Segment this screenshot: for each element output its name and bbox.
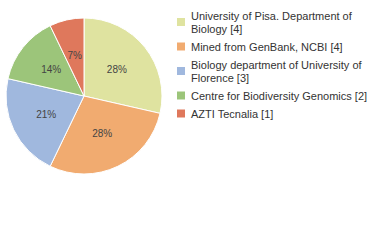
- svg-text:Mined from GenBank, NCBI [4]: Mined from GenBank, NCBI [4]: [191, 41, 343, 53]
- svg-text:Florence [3]: Florence [3]: [191, 72, 249, 84]
- svg-text:Biology department of Universi: Biology department of University of: [191, 59, 365, 71]
- svg-text:28%: 28%: [92, 128, 112, 139]
- svg-text:14%: 14%: [41, 64, 61, 75]
- svg-text:Biology [4]: Biology [4]: [191, 23, 242, 35]
- svg-text:7%: 7%: [67, 50, 82, 61]
- svg-text:28%: 28%: [107, 64, 127, 75]
- svg-text:Centre for Biodiversity Genomi: Centre for Biodiversity Genomics [2]: [191, 90, 367, 102]
- svg-text:AZTI Tecnalia [1]: AZTI Tecnalia [1]: [191, 108, 273, 120]
- svg-text:21%: 21%: [36, 109, 56, 120]
- svg-text:University of Pisa. Department: University of Pisa. Department of: [191, 10, 355, 22]
